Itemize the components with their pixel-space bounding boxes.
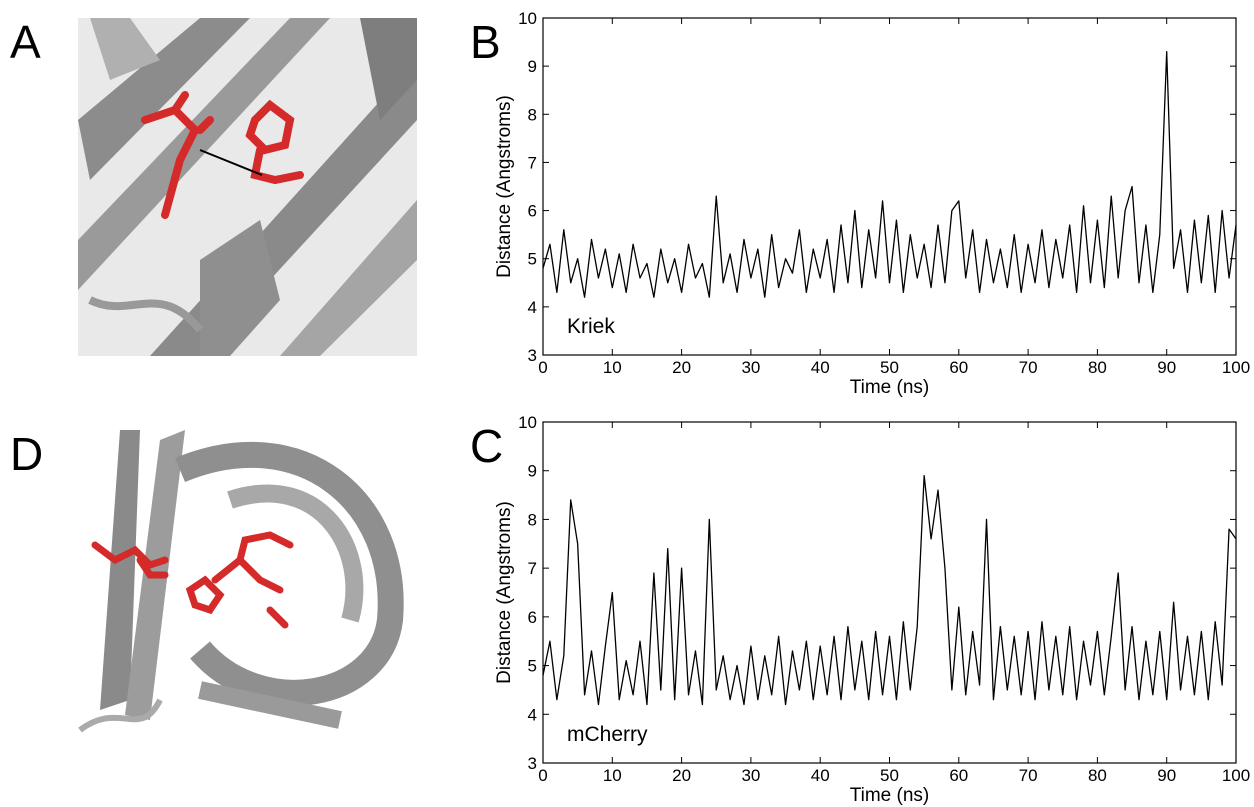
- plot-frame: [542, 421, 1237, 764]
- x-tick-label: 0: [538, 358, 547, 377]
- x-axis-label: Time (ns): [850, 377, 930, 398]
- y-tick-label: 6: [528, 608, 537, 627]
- x-tick-label: 20: [672, 358, 691, 377]
- panel-label: A: [10, 16, 41, 68]
- y-tick-label: 4: [528, 298, 537, 317]
- x-tick-label: 20: [672, 766, 691, 785]
- y-tick-label: 8: [528, 510, 537, 529]
- y-tick-label: 8: [528, 105, 537, 124]
- y-axis-label: Distance (Angstroms): [494, 95, 515, 278]
- x-tick-label: 90: [1157, 766, 1176, 785]
- x-tick-label: 100: [1222, 766, 1250, 785]
- panel-label: B: [470, 16, 501, 68]
- annotation: mCherry: [567, 723, 648, 746]
- x-tick-label: 30: [741, 358, 760, 377]
- protein-image-a: [78, 18, 417, 356]
- annotation: Kriek: [567, 315, 615, 338]
- y-tick-label: 3: [528, 346, 537, 365]
- panel-label: D: [10, 428, 43, 480]
- data-line: [542, 474, 1237, 706]
- y-tick-label: 6: [528, 202, 537, 221]
- y-tick-label: 7: [528, 559, 537, 578]
- x-tick-label: 50: [880, 766, 899, 785]
- x-tick-label: 40: [811, 766, 830, 785]
- data-line: [542, 51, 1237, 298]
- x-tick-label: 100: [1222, 358, 1250, 377]
- x-axis-label: Time (ns): [850, 785, 930, 806]
- x-tick-label: 60: [949, 358, 968, 377]
- x-tick-label: 80: [1088, 766, 1107, 785]
- y-tick-label: 5: [528, 250, 537, 269]
- x-tick-label: 50: [880, 358, 899, 377]
- y-tick-label: 4: [528, 705, 537, 724]
- y-tick-label: 10: [518, 413, 537, 432]
- x-tick-label: 10: [603, 766, 622, 785]
- protein-image-d: [70, 418, 418, 757]
- y-tick-label: 3: [528, 754, 537, 773]
- y-tick-label: 9: [528, 57, 537, 76]
- x-tick-label: 80: [1088, 358, 1107, 377]
- y-tick-label: 7: [528, 153, 537, 172]
- x-tick-label: 30: [741, 766, 760, 785]
- y-tick-label: 9: [528, 462, 537, 481]
- x-tick-label: 70: [1019, 358, 1038, 377]
- x-tick-label: 60: [949, 766, 968, 785]
- x-tick-label: 10: [603, 358, 622, 377]
- y-axis-label: Distance (Angstroms): [494, 501, 515, 684]
- x-tick-label: 90: [1157, 358, 1176, 377]
- y-tick-label: 10: [518, 9, 537, 28]
- x-tick-label: 40: [811, 358, 830, 377]
- panel-label: C: [470, 420, 503, 472]
- x-tick-label: 0: [538, 766, 547, 785]
- x-tick-label: 70: [1019, 766, 1038, 785]
- y-tick-label: 5: [528, 657, 537, 676]
